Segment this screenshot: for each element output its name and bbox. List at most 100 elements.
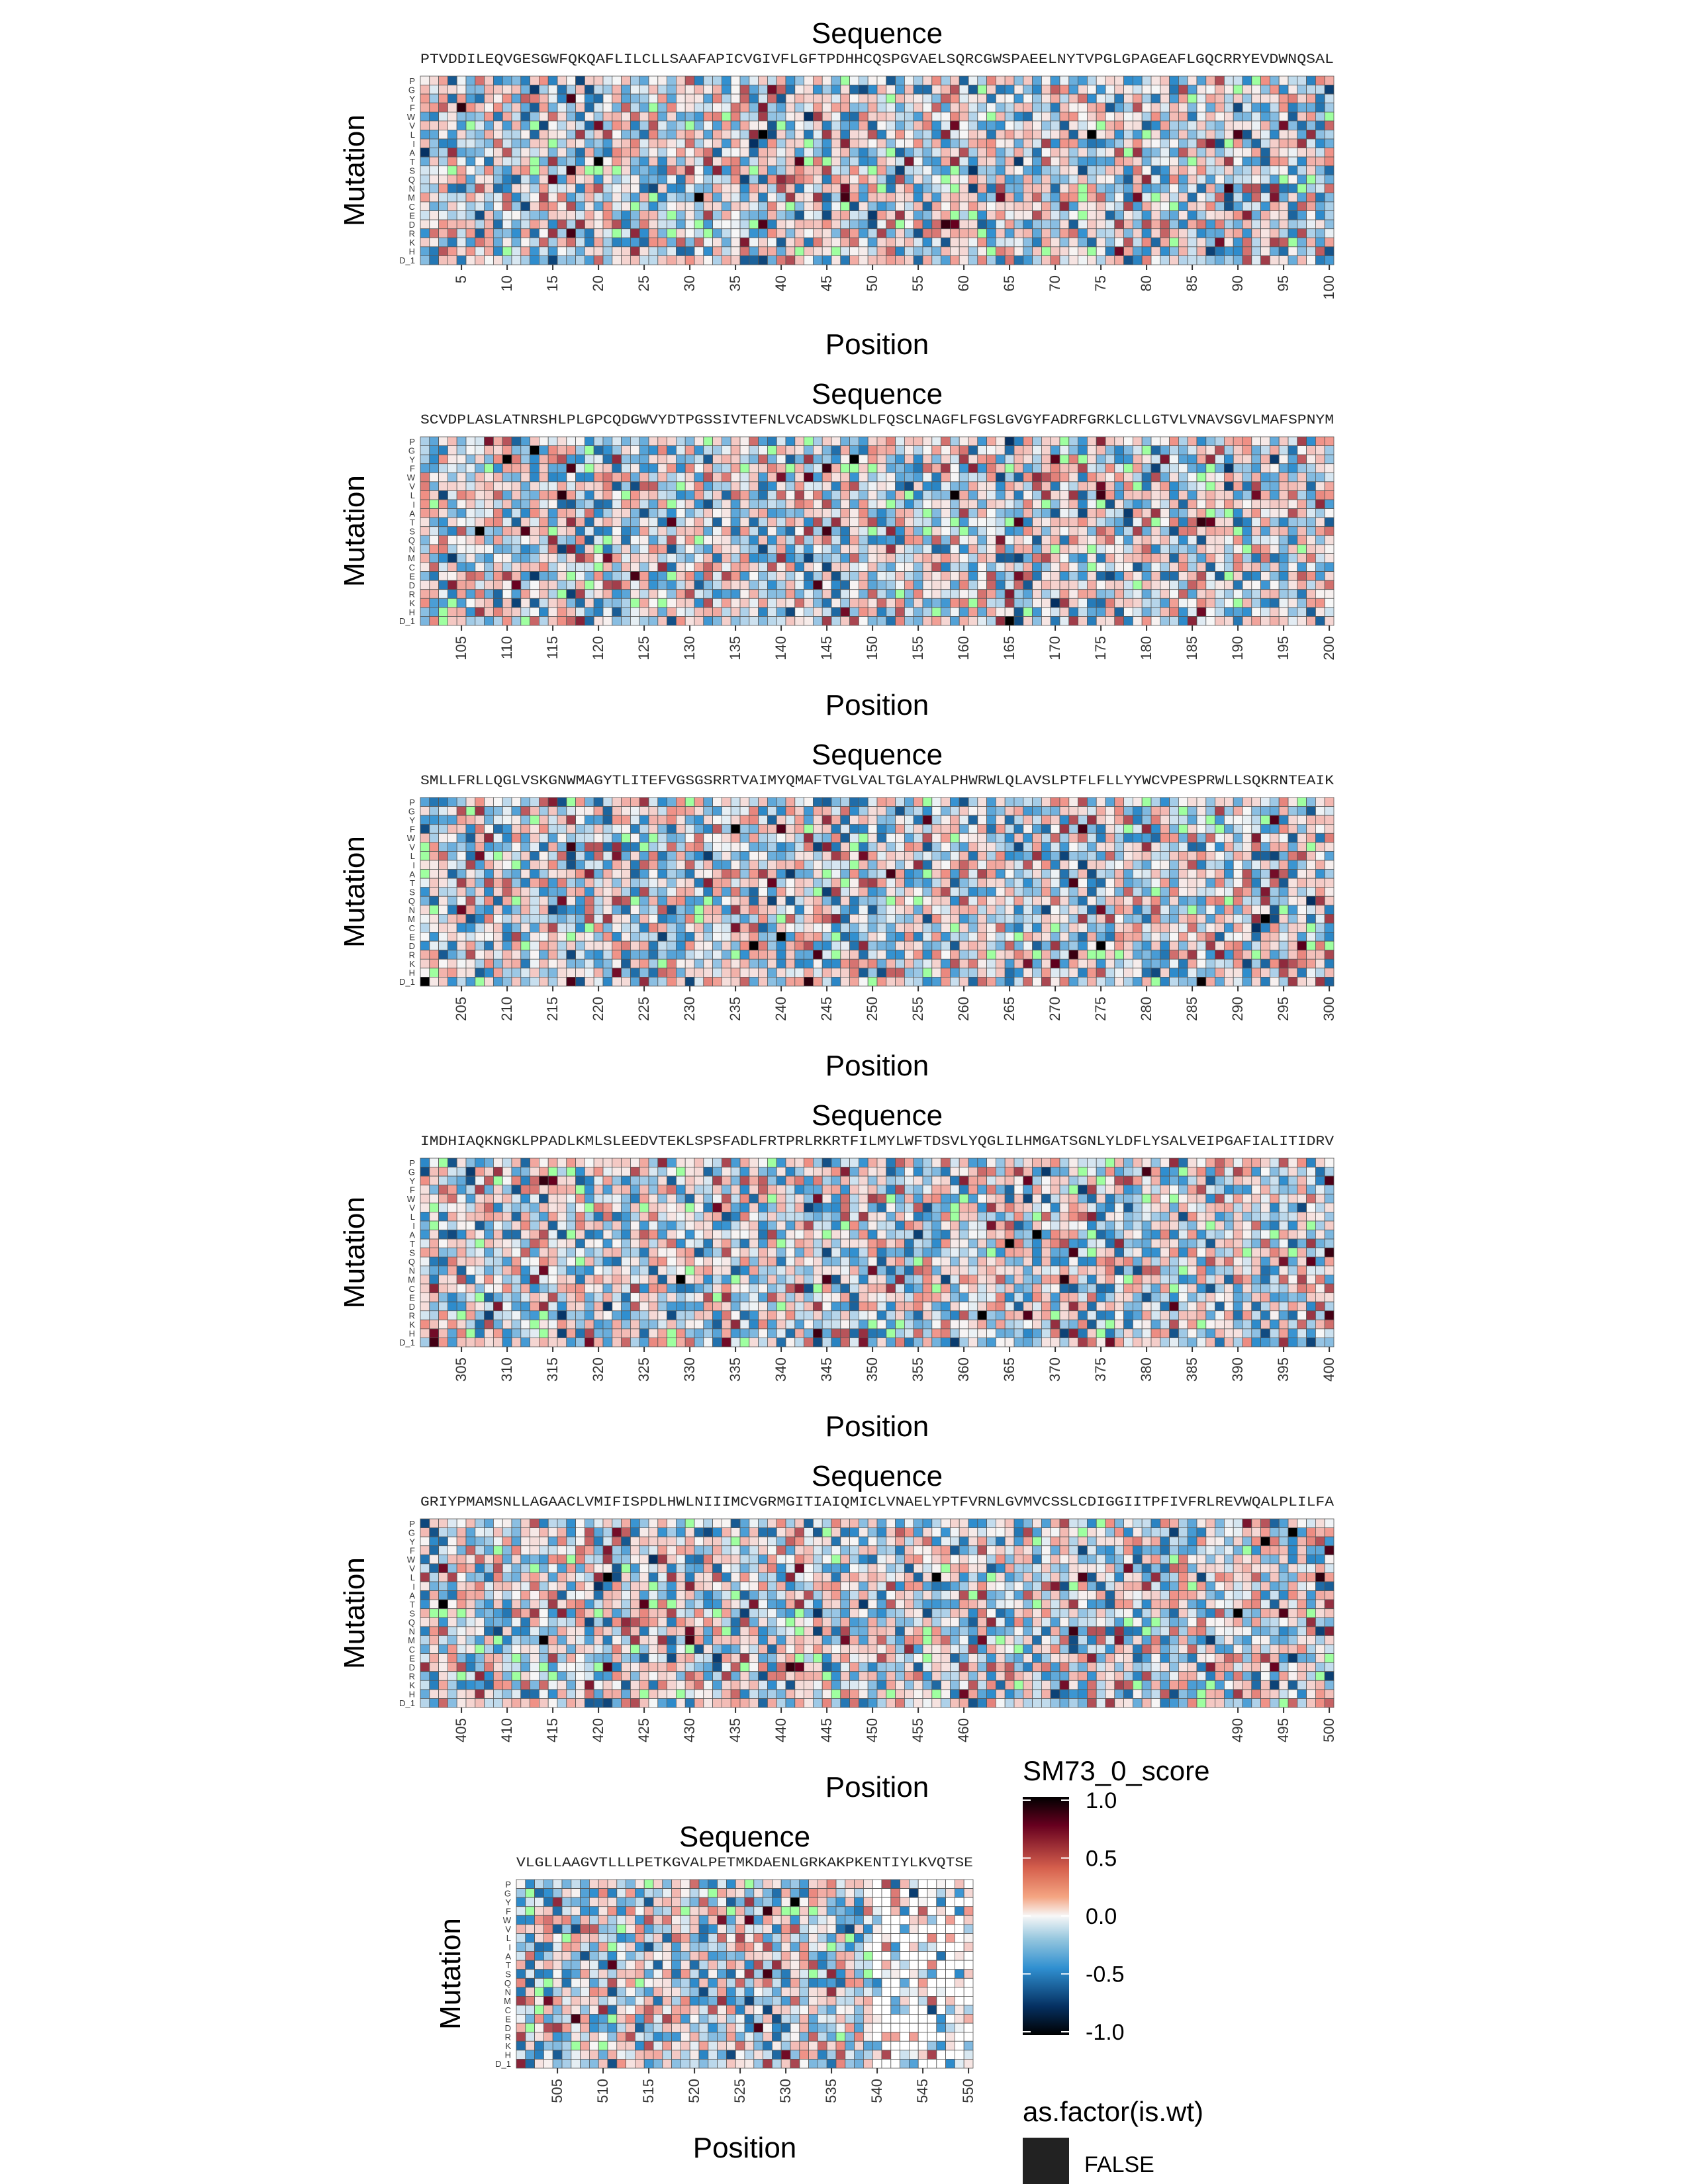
heatmap-cell <box>831 616 841 626</box>
heatmap-cell <box>1242 598 1252 608</box>
heatmap-cell <box>557 923 567 933</box>
heatmap-cell <box>959 85 969 95</box>
heatmap-cell <box>913 553 923 563</box>
heatmap-cell <box>1087 454 1097 465</box>
heatmap-cell <box>1150 526 1161 536</box>
heatmap-cell <box>950 454 960 465</box>
heatmap-cell <box>566 481 576 491</box>
heatmap-cell <box>684 553 695 563</box>
heatmap-cell <box>950 436 960 446</box>
heatmap-cell <box>950 607 960 617</box>
heatmap-cell <box>1050 103 1060 113</box>
heatmap-cell <box>950 93 960 104</box>
heatmap-cell <box>438 923 448 933</box>
heatmap-cell <box>1196 607 1207 617</box>
heatmap-cell <box>420 517 430 527</box>
heatmap-cell <box>585 499 594 509</box>
heatmap-cell <box>420 914 430 924</box>
heatmap-cell <box>986 571 996 581</box>
heatmap-cell <box>1160 246 1170 256</box>
heatmap-cell <box>1324 75 1335 85</box>
heatmap-cell <box>465 103 476 113</box>
heatmap-cell <box>530 255 539 265</box>
heatmap-cell <box>585 103 594 113</box>
heatmap-cell <box>813 472 823 482</box>
heatmap-cell <box>1288 201 1298 211</box>
heatmap-cell <box>612 905 622 915</box>
heatmap-cell <box>1023 255 1033 265</box>
heatmap-cell <box>585 148 594 158</box>
heatmap-cell <box>593 607 604 617</box>
heatmap-cell <box>1178 246 1188 256</box>
heatmap-cell <box>922 553 933 563</box>
heatmap-cell <box>712 210 722 220</box>
heatmap-cell <box>539 887 549 897</box>
heatmap-cell <box>849 616 859 626</box>
heatmap-cell <box>813 111 823 122</box>
heatmap-cell <box>694 472 704 482</box>
heatmap-cell <box>547 571 558 581</box>
heatmap-cell <box>612 219 622 230</box>
heatmap-cell <box>1004 598 1015 608</box>
heatmap-cell <box>959 201 969 211</box>
heatmap-cell <box>1150 183 1161 193</box>
heatmap-cell <box>456 436 467 446</box>
heatmap-cell <box>1150 165 1161 175</box>
heatmap-cell <box>785 148 796 158</box>
heatmap-cell <box>1270 237 1280 248</box>
heatmap-cell <box>1224 148 1234 158</box>
heatmap-cell <box>712 255 722 265</box>
heatmap-cell <box>520 851 530 861</box>
heatmap-cell <box>1150 210 1161 220</box>
heatmap-cell <box>1050 228 1060 238</box>
heatmap-cell <box>1215 436 1225 446</box>
heatmap-cell <box>530 156 539 167</box>
heatmap-cell <box>1215 165 1225 175</box>
heatmap-cell <box>804 183 814 193</box>
heatmap-cell <box>1160 120 1170 130</box>
heatmap-cell <box>566 562 576 572</box>
heatmap-cell <box>1041 571 1051 581</box>
heatmap-cell <box>867 589 878 599</box>
heatmap-cell <box>639 255 649 265</box>
heatmap-cell <box>456 148 467 158</box>
heatmap-cell <box>904 517 914 527</box>
heatmap-cell <box>465 148 476 158</box>
heatmap-cell <box>593 905 604 915</box>
heatmap-cell <box>749 499 759 509</box>
heatmap-cell <box>557 255 567 265</box>
heatmap-cell <box>475 544 485 554</box>
heatmap-cell <box>986 544 996 554</box>
heatmap-cell <box>1004 85 1015 95</box>
heatmap-cell <box>676 156 686 167</box>
heatmap-cell <box>1068 93 1079 104</box>
heatmap-cell <box>566 201 576 211</box>
heatmap-cell <box>886 210 896 220</box>
heatmap-cell <box>593 940 604 951</box>
heatmap-cell <box>986 130 996 140</box>
heatmap-cell <box>420 824 430 834</box>
heatmap-cell <box>1224 598 1234 608</box>
heatmap-cell <box>593 138 604 148</box>
heatmap-cell <box>438 246 448 256</box>
heatmap-cell <box>557 958 567 969</box>
heatmap-cell <box>895 544 905 554</box>
heatmap-cell <box>630 210 640 220</box>
heatmap-cell <box>785 193 796 203</box>
heatmap-cell <box>520 193 530 203</box>
heatmap-cell <box>794 228 805 238</box>
heatmap-cell <box>968 138 978 148</box>
heatmap-cell <box>557 183 567 193</box>
heatmap-cell <box>493 93 503 104</box>
heatmap-cell <box>758 553 768 563</box>
heatmap-cell <box>1297 219 1307 230</box>
heatmap-cell <box>767 103 777 113</box>
heatmap-cell <box>758 616 768 626</box>
heatmap-cell <box>794 436 805 446</box>
heatmap-cell <box>630 183 640 193</box>
heatmap-cell <box>821 499 832 509</box>
heatmap-cell <box>530 914 539 924</box>
heatmap-cell <box>1096 93 1106 104</box>
heatmap-cell <box>941 237 951 248</box>
heatmap-cell <box>931 517 942 527</box>
